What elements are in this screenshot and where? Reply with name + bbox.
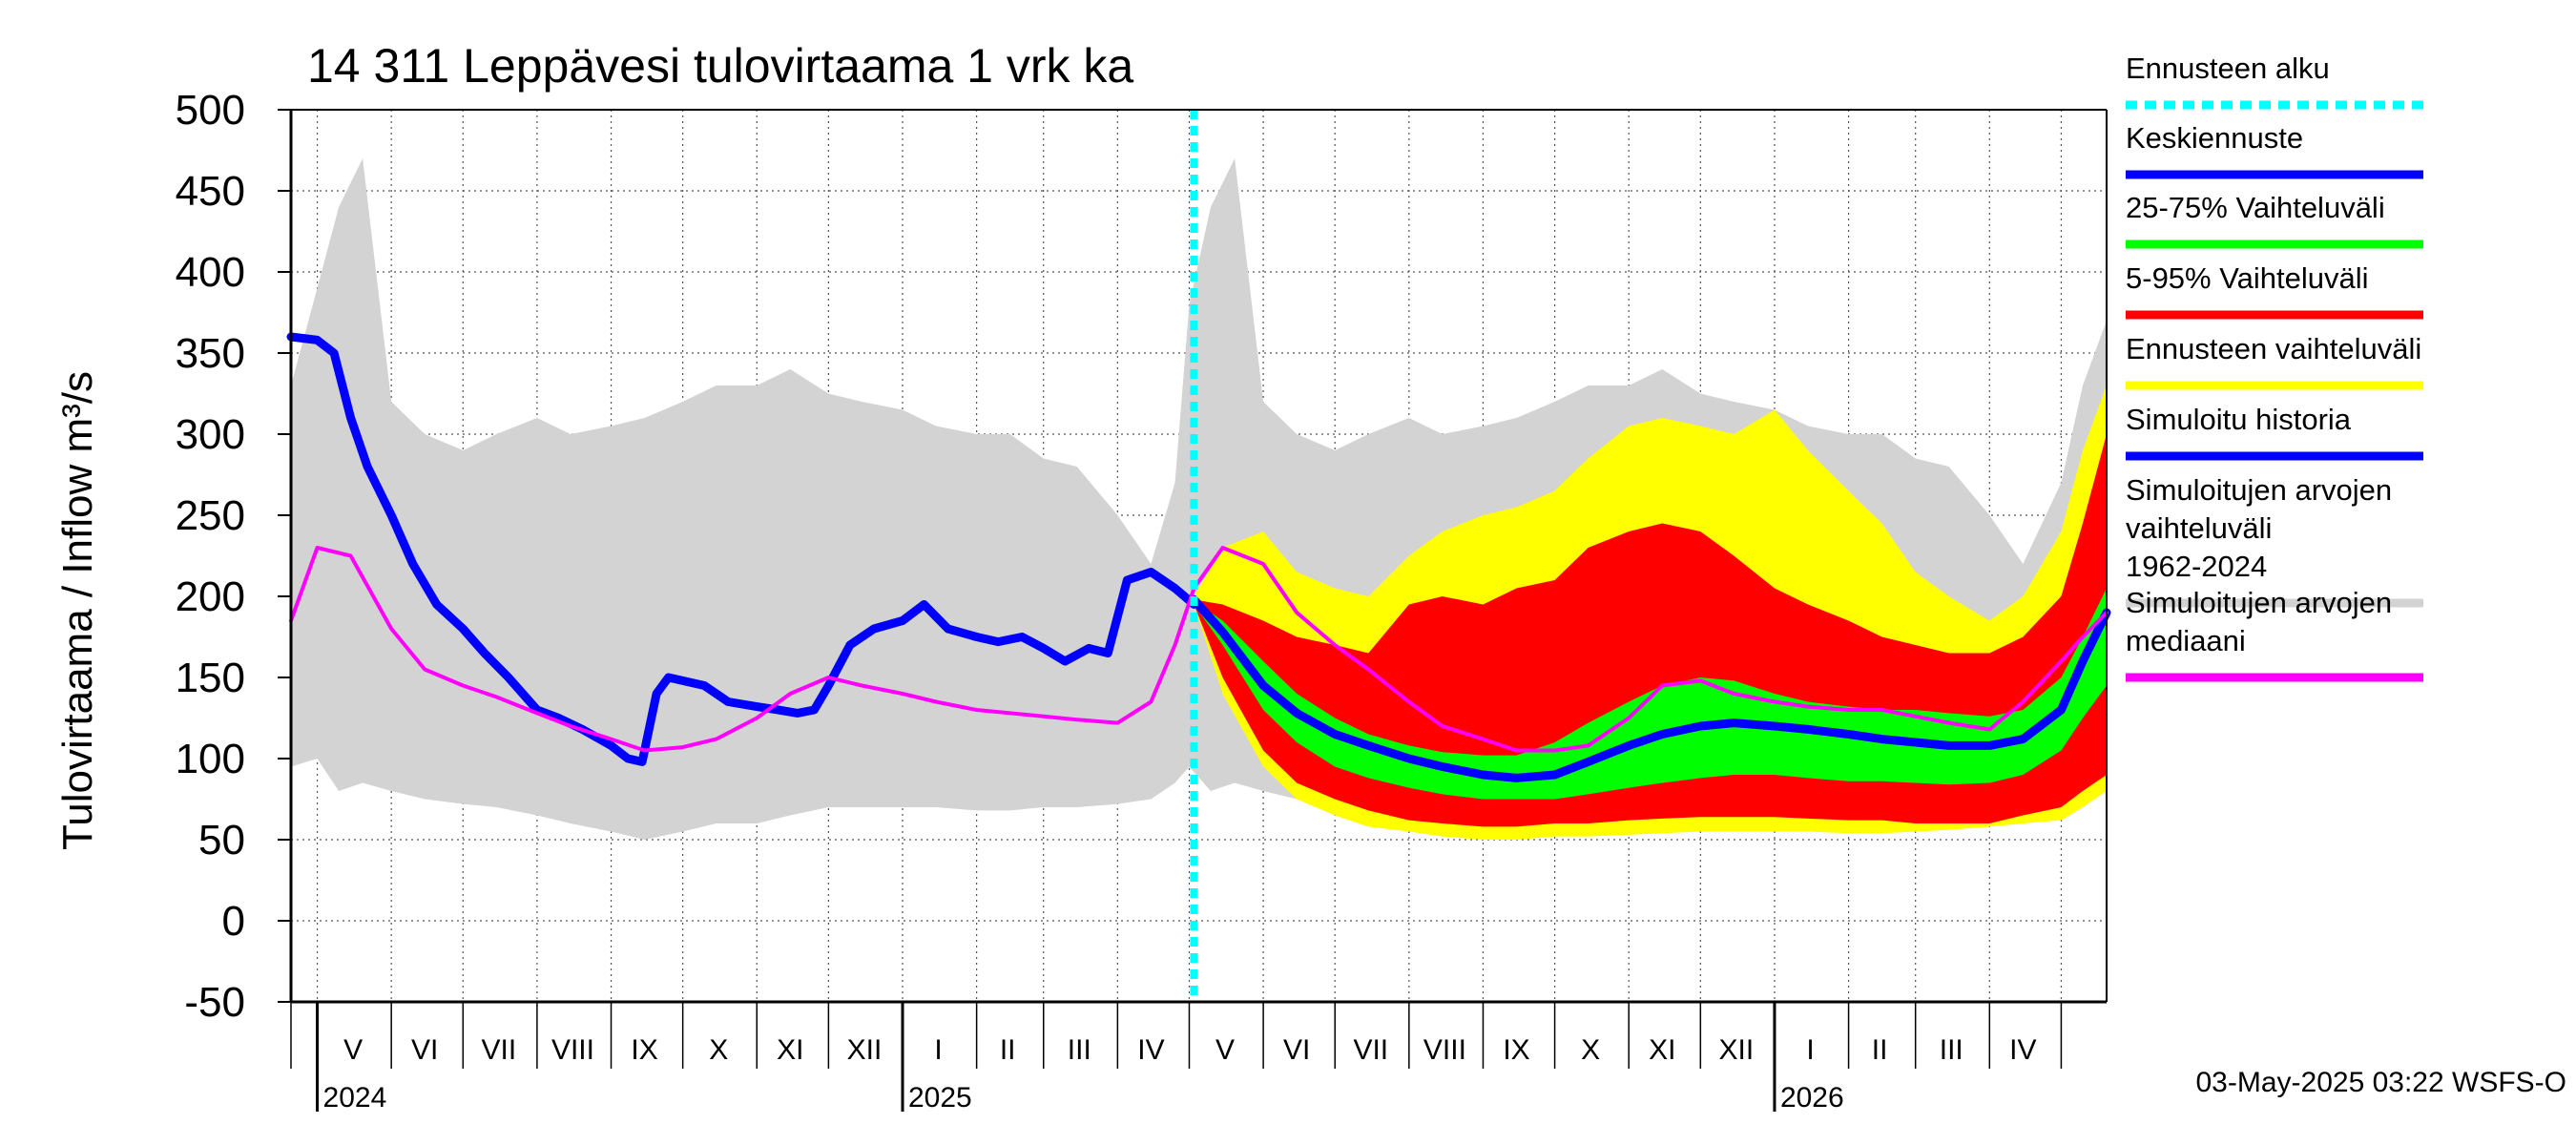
legend-item: 5-95% Vaihteluväli [2126, 261, 2423, 320]
legend-label: Simuloitu historia [2126, 403, 2352, 436]
month-label: X [1581, 1034, 1600, 1066]
chart-title: 14 311 Leppävesi tulovirtaama 1 vrk ka [307, 39, 1133, 93]
month-label: IV [1137, 1034, 1164, 1066]
month-label: XII [847, 1034, 883, 1066]
y-tick-label: -50 [184, 979, 245, 1026]
month-label: XII [1719, 1034, 1755, 1066]
month-label: IV [2009, 1034, 2036, 1066]
month-label: XI [777, 1034, 803, 1066]
y-tick-label: 400 [176, 249, 245, 296]
y-tick-label: 100 [176, 736, 245, 782]
axes-layer [278, 109, 2108, 1112]
legend-label-line: vaihteluväli [2126, 511, 2272, 545]
legend-label: Ennusteen vaihteluväli [2126, 332, 2421, 365]
legend-label-line: 1962-2024 [2126, 550, 2267, 583]
legend-label: Simuloitujen arvojen mediaani [2126, 586, 2392, 657]
month-label: XI [1649, 1034, 1675, 1066]
y-axis-label: Tulovirtaama / Inflow m³/s [54, 371, 101, 850]
legend-label-line: mediaani [2126, 624, 2246, 657]
legend-item: Ennusteen alku [2126, 52, 2423, 110]
month-label: III [1068, 1034, 1091, 1066]
month-label: VIII [1423, 1034, 1466, 1066]
y-tick-label: 250 [176, 492, 245, 539]
year-label: 2025 [908, 1082, 972, 1114]
month-label: X [709, 1034, 728, 1066]
legend-label: Simuloitujen arvojen vaihteluväli 1962-202… [2126, 473, 2392, 583]
month-label: VII [1353, 1034, 1388, 1066]
month-label: IX [1503, 1034, 1529, 1066]
legend-item: Keskiennuste [2126, 121, 2423, 179]
y-tick-label: 300 [176, 411, 245, 458]
series-5-line [286, 332, 1198, 766]
y-tick-label: 500 [176, 87, 245, 134]
legend-label: Keskiennuste [2126, 121, 2303, 155]
month-label: V [1215, 1034, 1235, 1066]
y-tick-label: 150 [176, 655, 245, 701]
legend-item: Ennusteen vaihteluväli [2126, 332, 2423, 390]
year-label: 2026 [1780, 1082, 1844, 1114]
legend-label: 25-75% Vaihteluväli [2126, 191, 2385, 224]
month-label: VIII [551, 1034, 594, 1066]
y-tick-label: 450 [176, 168, 245, 215]
legend-label: Ennusteen alku [2126, 52, 2330, 85]
y-tick-label: 0 [222, 898, 245, 945]
month-label: III [1940, 1034, 1963, 1066]
month-label: IX [631, 1034, 657, 1066]
y-tick-label: 350 [176, 330, 245, 377]
legend-label-line: Simuloitujen arvojen [2126, 586, 2392, 619]
series-3-band [1194, 588, 2107, 800]
month-label: I [934, 1034, 942, 1066]
month-label: VI [411, 1034, 438, 1066]
x-tick-labels: V VI VII VIII IX X XI XII I II III IV V VI VII VIII IX X X… [323, 1034, 2037, 1114]
y-tick-label: 50 [198, 817, 245, 864]
month-label: II [1872, 1034, 1888, 1066]
bands-layer [291, 158, 2107, 840]
footer-timestamp: 03-May-2025 03:22 WSFS-O [2196, 1067, 2567, 1098]
month-label: VI [1283, 1034, 1310, 1066]
legend-item: Simuloitujen arvojen mediaani [2126, 586, 2423, 682]
legend: Ennusteen alku Keskiennuste 25-75% Vaihtel… [2126, 52, 2423, 682]
month-label: II [1000, 1034, 1016, 1066]
legend-item: Simuloitu historia [2126, 403, 2423, 461]
series-4-line [1190, 594, 2111, 782]
year-label: 2024 [323, 1082, 387, 1114]
month-label: V [343, 1034, 363, 1066]
legend-item: 25-75% Vaihteluväli [2126, 191, 2423, 249]
legend-label: 5-95% Vaihteluväli [2126, 261, 2368, 295]
legend-label-line: Simuloitujen arvojen [2126, 473, 2392, 507]
month-label: I [1806, 1034, 1814, 1066]
legend-item: Simuloitujen arvojen vaihteluväli 1962-202… [2126, 473, 2423, 608]
month-label: VII [481, 1034, 516, 1066]
y-tick-label: 200 [176, 573, 245, 620]
